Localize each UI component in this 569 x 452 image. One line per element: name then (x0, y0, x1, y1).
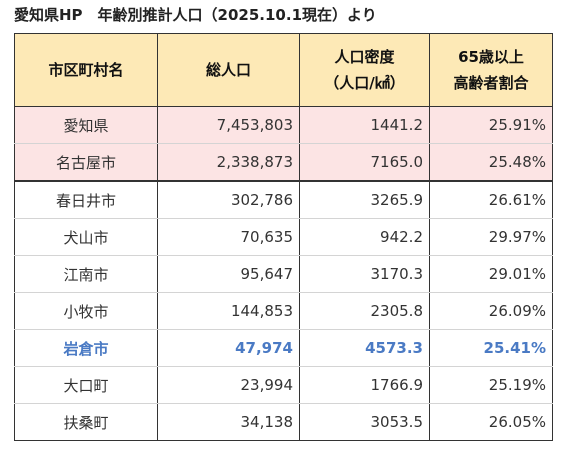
header-density-unit: （人口/㎢） (324, 74, 405, 92)
cell-density: 3053.5 (299, 403, 430, 441)
cell-name: 小牧市 (14, 292, 158, 330)
cell-population: 7,453,803 (157, 106, 300, 144)
cell-density: 942.2 (299, 218, 430, 256)
cell-density: 3170.3 (299, 255, 430, 293)
header-elderly: 65歳以上 高齢者割合 (429, 33, 553, 107)
table-body: 愛知県 7,453,803 1441.2 25.91% 名古屋市 2,338,8… (14, 106, 553, 441)
cell-population: 70,635 (157, 218, 300, 256)
cell-population: 34,138 (157, 403, 300, 441)
table-row-aichi: 愛知県 7,453,803 1441.2 25.91% (14, 106, 553, 144)
cell-elderly: 25.91% (429, 106, 553, 144)
cell-name: 犬山市 (14, 218, 158, 256)
cell-elderly: 26.05% (429, 403, 553, 441)
cell-elderly: 25.19% (429, 366, 553, 404)
cell-population: 2,338,873 (157, 143, 300, 182)
cell-density: 7165.0 (299, 143, 430, 182)
header-municipality-label: 市区町村名 (48, 61, 124, 79)
header-municipality: 市区町村名 (14, 33, 158, 107)
cell-density: 4573.3 (299, 329, 430, 367)
cell-elderly: 29.97% (429, 218, 553, 256)
population-table: 市区町村名 総人口 人口密度 （人口/㎢） 65歳以上 高齢者割合 愛知県 7,… (14, 33, 553, 441)
table-row-konan: 江南市 95,647 3170.3 29.01% (14, 255, 553, 293)
cell-elderly: 25.41% (429, 329, 553, 367)
header-density-label: 人口密度 (334, 48, 395, 66)
cell-population: 47,974 (157, 329, 300, 367)
cell-elderly: 26.09% (429, 292, 553, 330)
cell-population: 144,853 (157, 292, 300, 330)
cell-population: 95,647 (157, 255, 300, 293)
header-density: 人口密度 （人口/㎢） (299, 33, 430, 107)
header-population-label: 総人口 (205, 61, 251, 79)
header-elderly-sublabel: 高齢者割合 (453, 74, 529, 92)
cell-density: 1441.2 (299, 106, 430, 144)
cell-name: 岩倉市 (14, 329, 158, 367)
cell-density: 1766.9 (299, 366, 430, 404)
table-row-kasugai: 春日井市 302,786 3265.9 26.61% (14, 181, 553, 219)
cell-density: 2305.8 (299, 292, 430, 330)
table-row-iwakura-highlighted: 岩倉市 47,974 4573.3 25.41% (14, 329, 553, 367)
cell-name: 江南市 (14, 255, 158, 293)
table-row-oguchi: 大口町 23,994 1766.9 25.19% (14, 366, 553, 404)
page-title: 愛知県HP 年齢別推計人口（2025.10.1現在）より (14, 6, 377, 24)
cell-name: 春日井市 (14, 181, 158, 219)
header-population: 総人口 (157, 33, 300, 107)
cell-name: 名古屋市 (14, 143, 158, 182)
table-row-komaki: 小牧市 144,853 2305.8 26.09% (14, 292, 553, 330)
table-row-nagoya: 名古屋市 2,338,873 7165.0 25.48% (14, 143, 553, 182)
cell-elderly: 25.48% (429, 143, 553, 182)
cell-population: 23,994 (157, 366, 300, 404)
table-row-inuyama: 犬山市 70,635 942.2 29.97% (14, 218, 553, 256)
cell-density: 3265.9 (299, 181, 430, 219)
cell-name: 大口町 (14, 366, 158, 404)
cell-elderly: 29.01% (429, 255, 553, 293)
cell-name: 愛知県 (14, 106, 158, 144)
cell-elderly: 26.61% (429, 181, 553, 219)
header-row: 市区町村名 総人口 人口密度 （人口/㎢） 65歳以上 高齢者割合 (14, 33, 553, 107)
table-header: 市区町村名 総人口 人口密度 （人口/㎢） 65歳以上 高齢者割合 (14, 33, 553, 107)
cell-name: 扶桑町 (14, 403, 158, 441)
cell-population: 302,786 (157, 181, 300, 219)
table-row-fuso: 扶桑町 34,138 3053.5 26.05% (14, 403, 553, 441)
header-elderly-label: 65歳以上 (458, 48, 524, 66)
